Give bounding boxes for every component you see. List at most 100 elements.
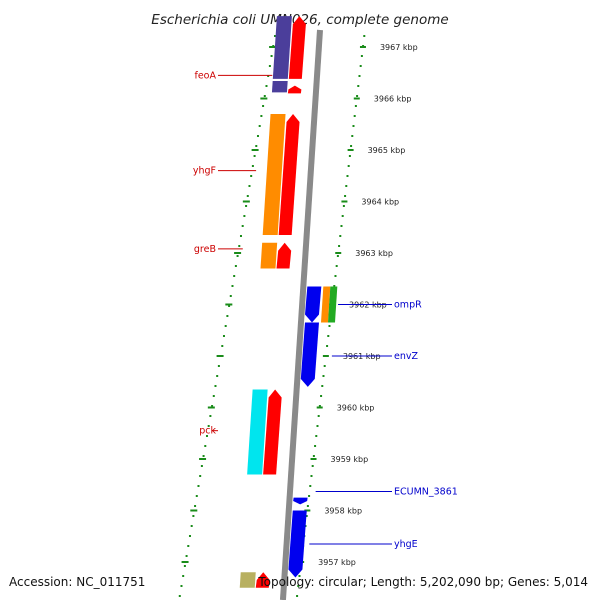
minor-tick-right [305, 515, 308, 517]
minor-tick-right [360, 55, 363, 57]
minor-tick-left [178, 595, 181, 597]
minor-tick-left [228, 305, 231, 307]
minor-tick-left [221, 345, 224, 347]
minor-tick-left [185, 555, 188, 557]
minor-tick-left [192, 515, 195, 517]
gene-feature-pck [263, 389, 282, 475]
minor-tick-right [297, 585, 300, 587]
minor-tick-left [238, 245, 241, 247]
tick-label: 3967 kbp [380, 43, 418, 52]
minor-tick-right [353, 115, 356, 117]
gene-label-layer: feoA yhgF greB ompR envZ pck ECUMN_3861 yhgE [193, 70, 458, 550]
minor-tick-right [334, 275, 337, 277]
minor-tick-right [326, 345, 329, 347]
minor-tick-left [199, 475, 202, 477]
minor-tick-left [212, 395, 215, 397]
minor-tick-left [234, 265, 237, 267]
minor-tick-right [335, 265, 338, 267]
gene-feature-bottom-cog [239, 572, 256, 588]
gene-feature-envz [300, 322, 319, 387]
tick-label: 3964 kbp [361, 198, 399, 207]
minor-tick-right [310, 475, 313, 477]
minor-tick-right [338, 245, 341, 247]
tick-label: 3965 kbp [368, 146, 406, 155]
gene-feature-yhgf-cog [262, 113, 286, 235]
gene-feature-yhge [288, 510, 307, 578]
minor-tick-left [268, 65, 271, 67]
minor-tick-right [316, 425, 319, 427]
minor-tick-left [255, 145, 258, 147]
minor-tick-right [344, 195, 347, 197]
minor-tick-left [233, 275, 236, 277]
minor-tick-left [187, 545, 190, 547]
minor-tick-right [336, 255, 339, 257]
minor-tick-right [318, 405, 321, 407]
minor-tick-left [207, 425, 210, 427]
minor-tick-left [273, 35, 276, 37]
minor-tick-left [194, 505, 197, 507]
minor-tick-right [333, 285, 336, 287]
minor-tick-right [351, 135, 354, 137]
minor-tick-left [270, 55, 273, 57]
gene-label-pck: pck [199, 426, 216, 437]
gene-feature-ompr-cog-b [327, 286, 338, 323]
gene-label-greb: greB [194, 244, 216, 255]
minor-tick-right [315, 435, 318, 437]
gene-feature-feoa [287, 85, 302, 94]
minor-tick-right [359, 65, 362, 67]
genome-backbone [279, 29, 323, 600]
minor-tick-right [347, 165, 350, 167]
minor-tick-left [204, 445, 207, 447]
minor-tick-right [309, 485, 312, 487]
minor-tick-right [320, 395, 323, 397]
gene-feature-yhgf [278, 113, 300, 235]
minor-tick-right [311, 465, 314, 467]
minor-tick-left [246, 195, 249, 197]
minor-tick-right [342, 205, 345, 207]
minor-tick-left [197, 485, 200, 487]
minor-tick-right [363, 35, 366, 37]
minor-tick-left [202, 455, 205, 457]
minor-tick-right [322, 375, 325, 377]
minor-tick-left [224, 325, 227, 327]
tick-label: 3963 kbp [355, 249, 393, 258]
genome-summary-text: Topology: circular; Length: 5,202,090 bp… [257, 575, 588, 589]
minor-tick-right [348, 155, 351, 157]
tick-label: 3959 kbp [331, 455, 369, 464]
minor-tick-left [265, 85, 268, 87]
minor-tick-left [200, 465, 203, 467]
minor-tick-left [183, 565, 186, 567]
gene-feature-greb [276, 242, 292, 269]
minor-tick-right [317, 415, 320, 417]
minor-tick-right [340, 225, 343, 227]
minor-tick-right [352, 125, 355, 127]
gene-feature-ompr-cog-a [320, 286, 331, 323]
minor-tick-left [217, 365, 220, 367]
gene-feature-feoa [288, 16, 306, 79]
minor-tick-right [354, 105, 357, 107]
minor-tick-right [312, 455, 315, 457]
minor-tick-right [296, 595, 299, 597]
minor-tick-left [262, 105, 265, 107]
minor-tick-left [239, 235, 242, 237]
minor-tick-right [339, 235, 342, 237]
gene-label-envz: envZ [394, 351, 418, 362]
minor-tick-right [356, 95, 359, 97]
minor-tick-right [357, 85, 360, 87]
tick-label: 3957 kbp [318, 558, 356, 567]
minor-tick-left [245, 205, 248, 207]
minor-tick-left [180, 585, 183, 587]
minor-tick-left [243, 215, 246, 217]
tick-label: 3960 kbp [337, 404, 375, 413]
gene-feature-greb-cog [260, 242, 278, 269]
minor-tick-left [211, 405, 214, 407]
minor-tick-left [256, 135, 259, 137]
minor-tick-left [267, 75, 270, 77]
minor-tick-right [328, 325, 331, 327]
minor-tick-left [263, 95, 266, 97]
minor-tick-left [214, 385, 217, 387]
gene-feature-pck-cog [247, 389, 268, 475]
minor-tick-left [209, 415, 212, 417]
